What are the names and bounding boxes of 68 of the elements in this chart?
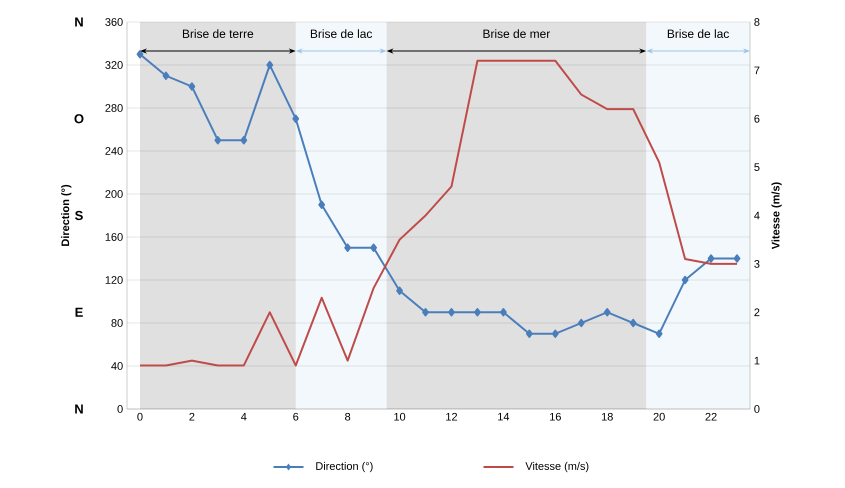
y-tick-label: 80 — [111, 319, 123, 327]
point — [188, 82, 196, 91]
y-tick-label: 280 — [105, 104, 123, 112]
text: S — [75, 210, 83, 220]
y2-tick-label: 0 — [754, 405, 760, 413]
point — [162, 72, 170, 80]
point — [656, 330, 663, 338]
point — [266, 60, 274, 70]
y-tick-label: 0 — [117, 405, 123, 413]
point — [604, 308, 611, 316]
x-tick-label: 2 — [189, 412, 194, 421]
x-tick-label: 10 — [394, 412, 406, 421]
band-label: Brise de terre — [182, 29, 254, 38]
x-tick-label: 6 — [293, 412, 298, 421]
y2-tick-label: 2 — [754, 308, 760, 316]
y-axis-title: Direction (°) — [61, 184, 72, 246]
text: N — [75, 404, 83, 414]
y2-tick-label: 3 — [754, 260, 760, 268]
point — [292, 114, 300, 123]
point — [370, 244, 377, 252]
point — [526, 330, 533, 338]
text: E — [76, 308, 83, 317]
x-tick-label: 8 — [345, 412, 350, 421]
point — [734, 254, 740, 263]
point — [318, 200, 326, 209]
point — [552, 330, 559, 338]
legend-label: Vitesse (m/s) — [525, 462, 588, 472]
y2-tick-label: 7 — [754, 66, 760, 74]
point — [500, 308, 507, 316]
point — [344, 244, 352, 252]
legend-label: Direction (°) — [316, 462, 373, 472]
y2-tick-label: 6 — [754, 114, 760, 123]
y2-axis-title: Vitesse (m/s) — [771, 182, 782, 250]
x-tick-label: 20 — [654, 412, 665, 421]
y-tick-label: 360 — [105, 18, 123, 26]
x-tick-label: 4 — [241, 412, 247, 420]
x-tick-label: 16 — [550, 412, 561, 421]
point — [136, 50, 144, 58]
point — [396, 286, 403, 295]
text: N — [75, 18, 83, 26]
point — [682, 276, 688, 284]
y-tick-label: 160 — [106, 233, 123, 241]
y-tick-label: 200 — [105, 190, 123, 198]
point — [448, 308, 455, 316]
point — [630, 318, 637, 328]
x-tick-label: 14 — [498, 412, 510, 420]
x-tick-label: 18 — [602, 412, 613, 421]
y-tick-label: 120 — [106, 276, 123, 284]
point — [474, 308, 481, 316]
band-label: Brise de lac — [668, 29, 729, 38]
y-tick-label: 240 — [105, 147, 123, 155]
band-label: Brise de lac — [310, 29, 372, 38]
text: O — [74, 114, 84, 124]
y2-tick-label: 5 — [754, 163, 760, 171]
y-tick-label: 320 — [105, 61, 123, 69]
y2-tick-label: 1 — [754, 356, 760, 364]
x-tick-label: 0 — [137, 412, 143, 421]
band-label: Brise de mer — [483, 29, 550, 38]
x-tick-label: 22 — [706, 412, 717, 421]
y2-tick-label: 4 — [754, 212, 760, 220]
point — [422, 308, 429, 316]
x-tick-label: 12 — [446, 412, 458, 421]
y2-tick-label: 8 — [754, 18, 760, 26]
point — [240, 136, 248, 144]
point — [214, 136, 222, 144]
point — [708, 254, 714, 263]
point — [578, 318, 585, 328]
y-tick-label: 40 — [111, 362, 123, 370]
